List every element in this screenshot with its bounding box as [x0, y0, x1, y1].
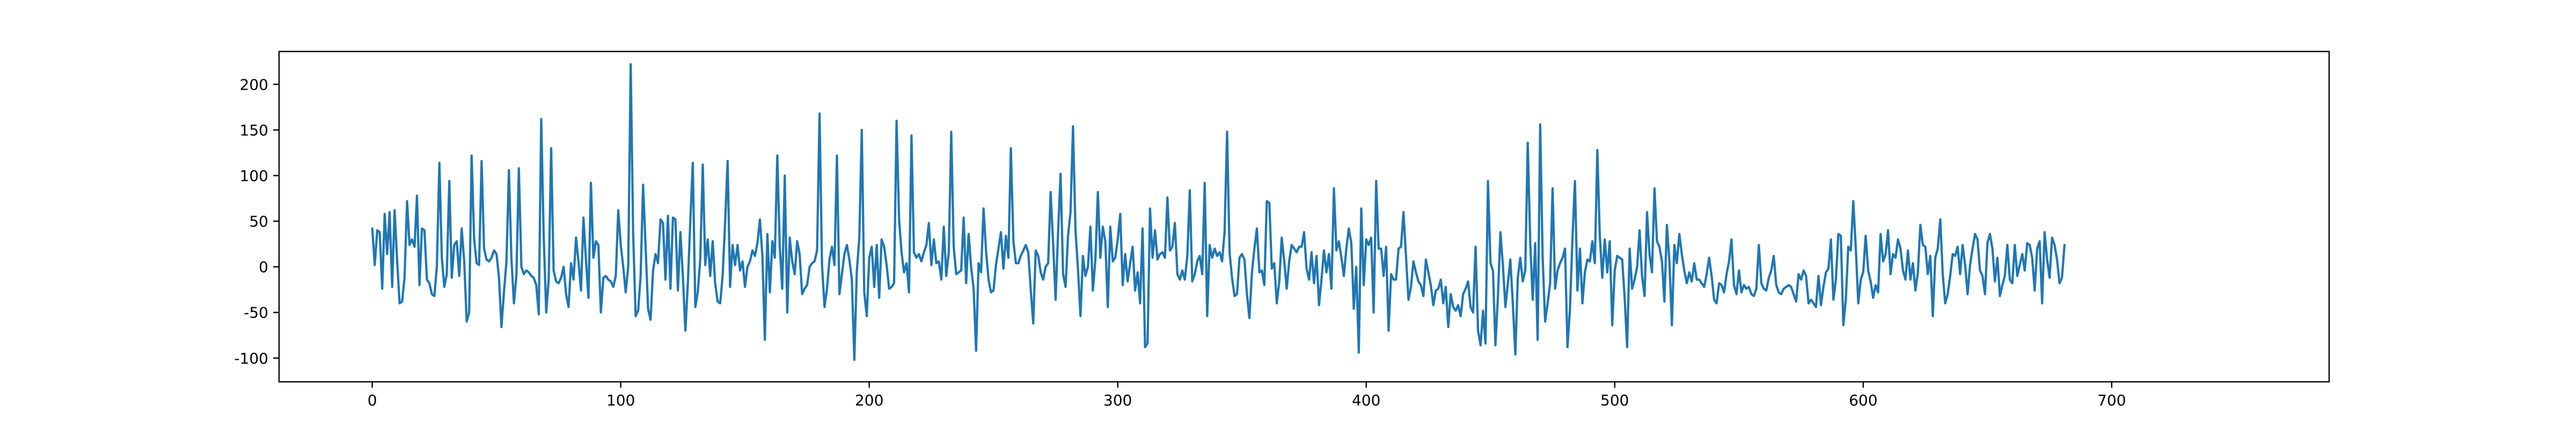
- x-tick-label: 300: [1103, 391, 1132, 409]
- x-tick-label: 600: [1849, 391, 1877, 409]
- y-tick-label: -50: [244, 304, 268, 322]
- y-tick-label: 0: [259, 258, 268, 276]
- plot-frame: [278, 50, 2330, 383]
- x-tick-label: 0: [368, 391, 377, 409]
- y-tick-label: 150: [240, 121, 268, 139]
- y-tick-label: 200: [240, 76, 268, 93]
- x-tick-label: 700: [2097, 391, 2126, 409]
- y-axis: -100 -50 0 50 100 150 200: [234, 76, 279, 367]
- series-line-0: [371, 63, 2066, 361]
- x-axis: 0 100 200 300 400 500 600 700: [368, 382, 2126, 409]
- plot-area: [371, 63, 2066, 361]
- x-tick-label: 200: [855, 391, 883, 409]
- x-tick-label: 500: [1600, 391, 1629, 409]
- x-tick-label: 100: [606, 391, 635, 409]
- y-tick-label: 50: [249, 213, 268, 231]
- x-tick-label: 400: [1352, 391, 1380, 409]
- y-tick-label: -100: [234, 350, 268, 367]
- y-tick-label: 100: [240, 167, 268, 184]
